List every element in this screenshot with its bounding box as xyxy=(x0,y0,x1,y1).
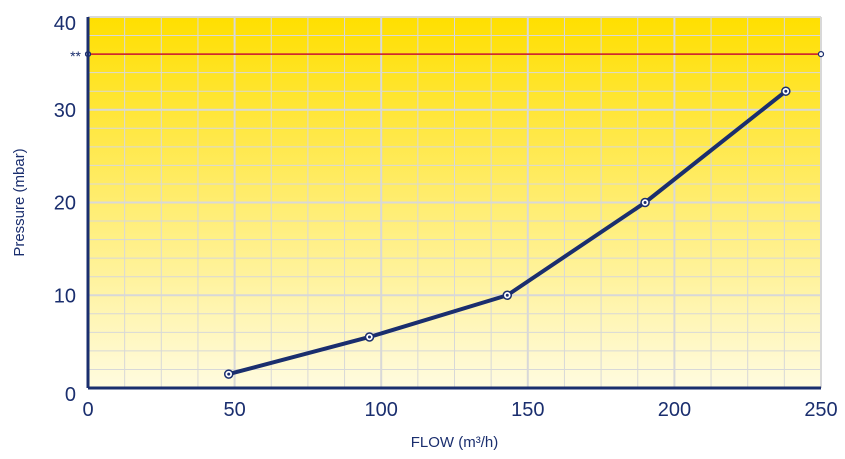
data-point-center xyxy=(643,201,647,204)
axes xyxy=(86,17,821,390)
y-tick-label: 10 xyxy=(54,285,76,307)
x-tick-label: 100 xyxy=(365,399,398,421)
x-tick-label: 200 xyxy=(658,399,691,421)
x-tick-label: 150 xyxy=(511,399,544,421)
data-point-center xyxy=(227,372,231,376)
y-axis-title: Pressure (mbar) xyxy=(11,148,28,256)
reference-line-label: ** xyxy=(70,48,81,64)
tick-labels: 0 50 100 150 200 250 0 10 20 30 40 xyxy=(54,13,838,421)
x-tick-label: 250 xyxy=(804,399,837,421)
y-tick-label: 0 xyxy=(65,384,76,406)
data-point-center xyxy=(505,293,509,297)
series-group xyxy=(223,86,791,379)
reference-line-marker xyxy=(817,50,825,58)
x-axis-title: FLOW (m³/h) xyxy=(411,434,499,451)
grid xyxy=(87,16,822,389)
x-tick-label: 0 xyxy=(82,399,93,421)
x-tick-label: 50 xyxy=(223,399,245,421)
data-point-center xyxy=(367,335,371,339)
data-point-center xyxy=(784,89,788,93)
y-tick-label: 40 xyxy=(54,13,76,35)
y-tick-label: 20 xyxy=(54,193,76,215)
y-tick-label: 30 xyxy=(54,100,76,122)
